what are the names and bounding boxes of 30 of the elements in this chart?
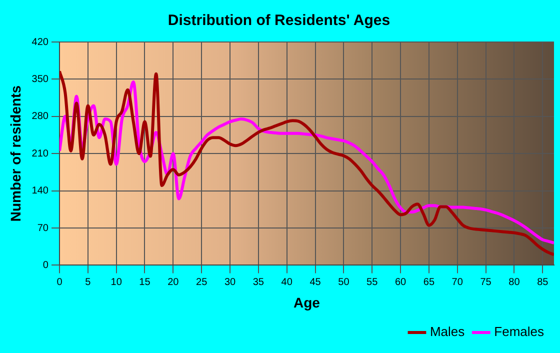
- y-tick-label: 350: [32, 74, 49, 85]
- x-tick-label: 15: [139, 276, 151, 288]
- x-tick-label: 85: [537, 276, 549, 288]
- x-tick-label: 60: [394, 276, 407, 288]
- x-tick-label: 65: [423, 276, 435, 288]
- y-tick-label: 70: [37, 222, 49, 234]
- x-tick-label: 80: [508, 276, 520, 288]
- x-tick-label: 0: [56, 276, 63, 288]
- x-axis-title: Age: [294, 294, 320, 310]
- x-tick-label: 40: [281, 276, 293, 288]
- y-axis-title: Number of residents: [7, 85, 24, 222]
- x-tick-label: 70: [452, 276, 464, 288]
- y-tick-label: 420: [32, 36, 49, 48]
- x-tick-label: 20: [168, 276, 180, 288]
- x-tick-label: 25: [196, 276, 208, 288]
- x-tick-label: 5: [85, 276, 92, 288]
- y-tick-label: 140: [32, 186, 49, 197]
- x-tick-label: 35: [252, 276, 264, 288]
- y-tick-label: 280: [32, 111, 49, 122]
- chart-title: Distribution of Residents' Ages: [168, 12, 390, 30]
- x-tick-label: 30: [224, 276, 236, 288]
- y-tick-label: 210: [32, 148, 49, 160]
- x-tick-label: 50: [338, 276, 350, 288]
- x-tick-label: 75: [480, 276, 492, 288]
- x-tick-label: 55: [366, 276, 378, 288]
- x-tick-label: 10: [110, 276, 122, 288]
- legend-label: Males: [430, 324, 466, 340]
- y-tick-label: 0: [42, 260, 49, 271]
- x-tick-label: 45: [310, 276, 322, 288]
- legend-label: Females: [494, 324, 544, 340]
